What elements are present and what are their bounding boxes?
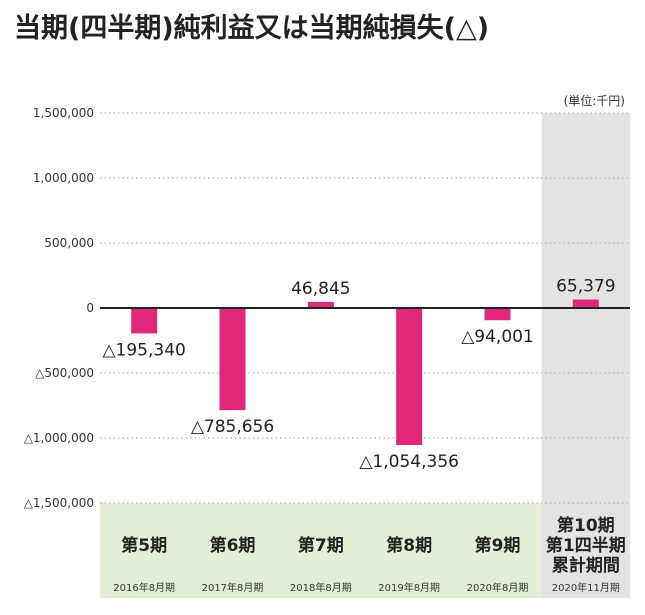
bar xyxy=(307,301,334,308)
category-labels: 第5期 2016年8月期 第6期 2017年8月期 第7期 2018年8月期 第8期 2019… xyxy=(113,515,625,594)
period-label: 2020年8月期 xyxy=(467,581,529,594)
category-label: 第1四半期 xyxy=(546,535,626,556)
highlight-column xyxy=(541,113,630,598)
period-label: 2016年8月期 xyxy=(113,581,175,594)
data-label: △94,001 xyxy=(461,327,534,347)
bar xyxy=(572,299,599,308)
grid-layer xyxy=(100,112,630,504)
data-label: △785,656 xyxy=(191,417,274,437)
category-label: 第7期 xyxy=(298,535,344,556)
bar xyxy=(484,308,511,321)
data-label: 65,379 xyxy=(556,277,615,297)
y-axis-ticks: 1,500,000 1,000,000 500,000 0 △500,000 △1,000… xyxy=(24,106,94,510)
value-labels: △195,340 △785,656 46,845 △1,054,356 △94,001 6… xyxy=(102,277,615,473)
period-label: 2017年8月期 xyxy=(202,581,264,594)
y-tick-label: 1,000,000 xyxy=(33,171,94,185)
y-tick-label: △1,500,000 xyxy=(24,496,94,510)
bars xyxy=(131,299,599,446)
chart-title: 当期(四半期)純利益又は当期純損失(△) xyxy=(14,13,490,44)
y-tick-label: 500,000 xyxy=(44,236,94,250)
y-tick-label: △500,000 xyxy=(35,366,94,380)
category-label: 第9期 xyxy=(475,535,521,556)
y-tick-label: 0 xyxy=(86,301,94,315)
category-label: 第5期 xyxy=(121,535,167,556)
category-label: 第6期 xyxy=(210,535,256,556)
category-label: 累計期間 xyxy=(552,555,620,576)
period-label: 2020年11月期 xyxy=(552,581,620,594)
category-label: 第8期 xyxy=(386,535,432,556)
bar xyxy=(396,308,423,446)
data-label: △195,340 xyxy=(102,340,185,360)
background-layer xyxy=(100,113,630,598)
period-label: 2018年8月期 xyxy=(290,581,352,594)
period-label: 2019年8月期 xyxy=(378,581,440,594)
unit-label: (単位:千円) xyxy=(563,94,625,108)
category-label: 第10期 xyxy=(557,515,615,536)
data-label: 46,845 xyxy=(291,279,350,299)
bar xyxy=(131,308,158,334)
bar xyxy=(219,308,246,411)
y-tick-label: 1,500,000 xyxy=(33,106,94,120)
data-label: △1,054,356 xyxy=(359,452,459,472)
y-tick-label: △1,000,000 xyxy=(24,431,94,445)
